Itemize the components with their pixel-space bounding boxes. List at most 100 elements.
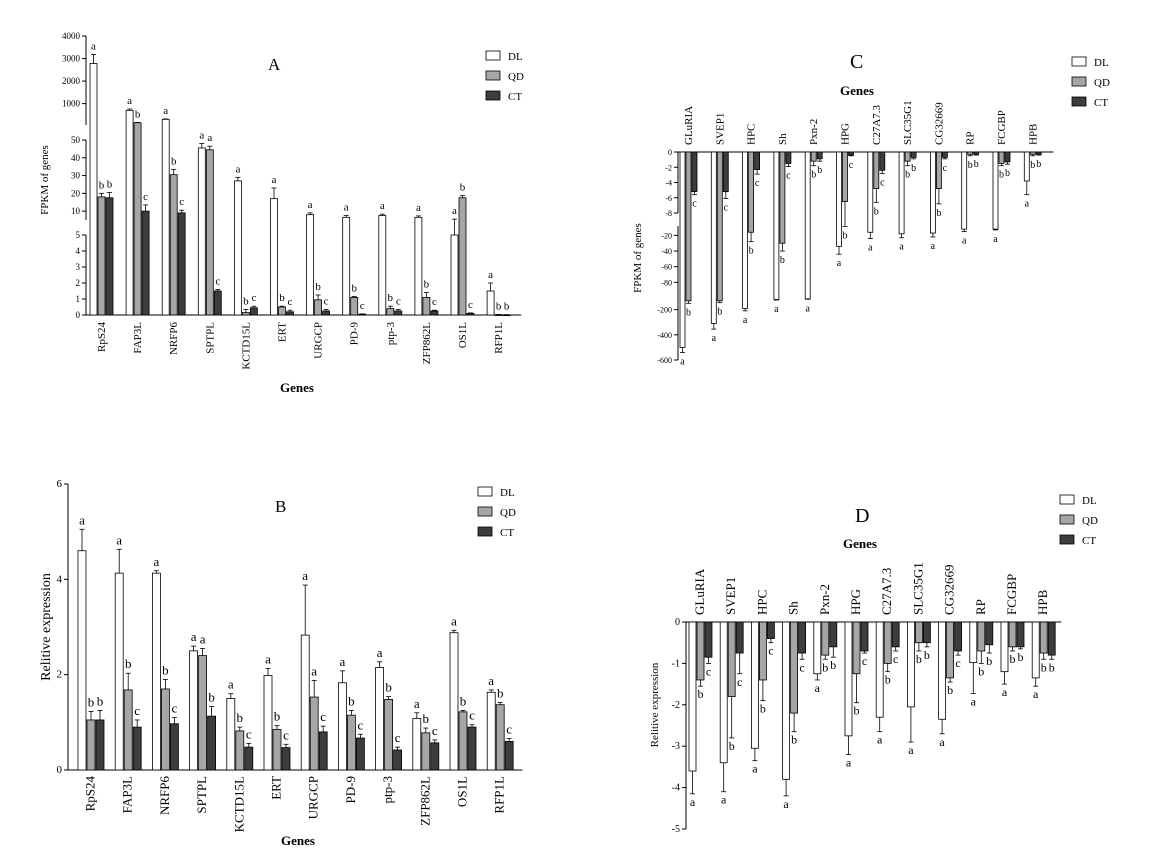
bar-qd [936, 151, 942, 189]
legend-swatch-qd [1059, 514, 1075, 525]
bar-ct [132, 726, 142, 771]
significance-letter: b [717, 307, 722, 318]
bar-ct [973, 151, 980, 155]
significance-letter: b [924, 648, 930, 662]
significance-letter: b [107, 178, 113, 190]
significance-letter: a [344, 202, 349, 214]
legend-label: CT [508, 91, 522, 103]
bar-qd [852, 621, 861, 675]
bar-ct [798, 621, 806, 654]
category-label: C27A7.3 [871, 104, 883, 145]
y-tick-label: -4 [665, 179, 672, 188]
significance-letter: a [308, 199, 313, 211]
significance-letter: a [939, 735, 945, 749]
bar-ct [860, 621, 869, 652]
significance-letter: b [460, 693, 467, 708]
bar-qd [97, 196, 106, 316]
bar-dl [742, 151, 748, 309]
bar-qd [133, 122, 142, 316]
significance-letter: c [432, 723, 438, 738]
category-label: CG32669 [933, 102, 945, 145]
bar-ct [923, 621, 931, 644]
legend-swatch-qd [1071, 76, 1087, 87]
panel-title: D [855, 505, 869, 527]
significance-letter: b [999, 170, 1004, 181]
bar-qd [821, 621, 830, 656]
bar-dl [844, 621, 853, 737]
bar-qd [421, 732, 431, 771]
bar-dl [938, 621, 946, 720]
legend-label: CT [500, 527, 514, 539]
category-label: RpS24 [96, 322, 108, 352]
bar-qd [350, 296, 359, 316]
bar-ct [691, 151, 698, 193]
x-axis-label: Genes [840, 83, 874, 98]
bar-qd [495, 704, 505, 771]
significance-letter: a [993, 234, 998, 245]
category-label: FAP3L [120, 776, 135, 813]
bar-ct [466, 312, 475, 316]
bar-qd [779, 151, 786, 244]
significance-letter: b [749, 246, 754, 257]
bar-dl [486, 290, 495, 316]
significance-letter: a [721, 793, 727, 807]
x-axis-label: Genes [843, 536, 877, 551]
bar-dl [263, 675, 273, 771]
y-tick-label: 30 [71, 171, 81, 181]
significance-letter: b [424, 279, 430, 291]
bar-ct [954, 621, 962, 652]
bar-ct [504, 741, 514, 771]
bar-ct [207, 715, 217, 771]
bar-ct [430, 742, 440, 771]
bar-ct [785, 151, 792, 164]
significance-letter: b [698, 687, 704, 701]
significance-letter: c [179, 196, 184, 208]
bar-ct [281, 747, 291, 771]
category-label: ptp-3 [380, 776, 395, 803]
category-label: ERT [269, 776, 284, 800]
bar-qd [346, 714, 356, 771]
bar-ct [754, 151, 760, 170]
y-tick-label: 10 [71, 206, 81, 216]
bar-qd [790, 621, 798, 714]
bar-dl [342, 216, 351, 316]
bar-dl [710, 151, 717, 324]
bar-ct [213, 290, 222, 316]
significance-letter: b [162, 662, 169, 677]
bar-ct [322, 310, 331, 316]
y-tick-label: -8 [665, 209, 672, 218]
significance-letter: a [191, 629, 197, 644]
category-label: PD-9 [349, 322, 361, 346]
bar-dl [992, 151, 999, 230]
significance-letter: c [172, 701, 178, 716]
bar-ct [829, 621, 838, 648]
category-label: HPC [746, 124, 758, 145]
legend-label: QD [500, 507, 516, 519]
bar-dl [930, 151, 936, 234]
significance-letter: a [488, 673, 494, 688]
significance-letter: a [377, 645, 383, 660]
significance-letter: b [274, 709, 281, 724]
y-tick-label: 0 [675, 617, 680, 628]
significance-letter: a [837, 258, 842, 269]
bar-dl [89, 63, 98, 316]
significance-letter: a [783, 797, 789, 811]
bar-dl [751, 621, 759, 749]
significance-letter: a [116, 532, 122, 547]
significance-letter: b [760, 702, 766, 716]
bar-ct [358, 313, 367, 316]
panel-title: B [275, 497, 286, 516]
y-tick-label: -60 [661, 263, 672, 272]
category-label: ptp-3 [385, 322, 397, 346]
bar-dl [836, 151, 842, 247]
significance-letter: b [791, 733, 797, 747]
significance-letter: a [452, 205, 457, 217]
significance-letter: a [207, 132, 212, 144]
bar-ct [891, 621, 900, 648]
significance-letter: b [351, 283, 357, 295]
bar-qd [205, 149, 214, 316]
significance-letter: b [97, 693, 104, 708]
y-tick-label: -20 [661, 231, 672, 240]
category-label: Sh [777, 133, 789, 145]
